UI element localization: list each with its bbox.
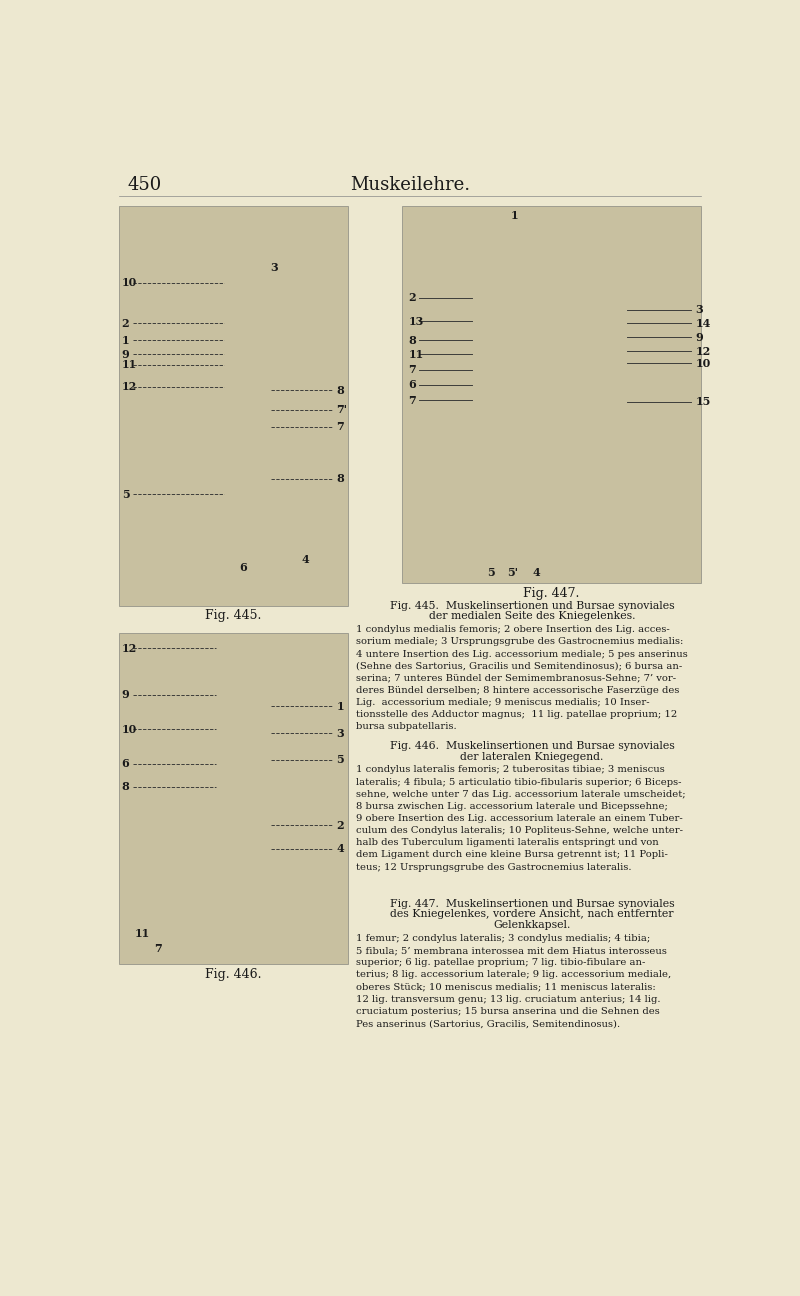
Text: 9: 9 bbox=[695, 332, 703, 342]
Text: 5: 5 bbox=[122, 489, 130, 500]
Text: 6: 6 bbox=[122, 758, 130, 770]
FancyBboxPatch shape bbox=[402, 206, 701, 583]
Text: 7: 7 bbox=[154, 943, 162, 954]
Text: Muskeilehre.: Muskeilehre. bbox=[350, 176, 470, 194]
Text: 3: 3 bbox=[270, 262, 278, 272]
Text: 10: 10 bbox=[122, 723, 137, 735]
Text: 7: 7 bbox=[409, 395, 416, 406]
Text: 450: 450 bbox=[127, 176, 162, 194]
Text: 12: 12 bbox=[695, 346, 710, 356]
Text: 1 femur; 2 condylus lateralis; 3 condylus medialis; 4 tibia;
5 fibula; 5’ membra: 1 femur; 2 condylus lateralis; 3 condylu… bbox=[356, 934, 671, 1028]
Text: Gelenkkapsel.: Gelenkkapsel. bbox=[494, 920, 570, 931]
Text: 10: 10 bbox=[695, 358, 710, 369]
Text: 2: 2 bbox=[122, 318, 130, 329]
FancyBboxPatch shape bbox=[119, 632, 348, 964]
Text: 4: 4 bbox=[533, 568, 540, 578]
Text: 12: 12 bbox=[122, 381, 137, 391]
Text: der lateralen Kniegegend.: der lateralen Kniegegend. bbox=[460, 752, 604, 762]
Text: 11: 11 bbox=[135, 928, 150, 938]
Text: 1: 1 bbox=[122, 334, 130, 346]
Text: 9: 9 bbox=[122, 349, 130, 360]
Text: 5: 5 bbox=[487, 568, 495, 578]
Text: 13: 13 bbox=[409, 315, 424, 327]
Text: 2: 2 bbox=[409, 293, 416, 303]
Text: 1: 1 bbox=[511, 210, 518, 222]
Text: 5: 5 bbox=[336, 754, 344, 766]
Text: 8: 8 bbox=[336, 385, 344, 395]
Text: Fig. 447.  Muskelinsertionen und Bursae synoviales: Fig. 447. Muskelinsertionen und Bursae s… bbox=[390, 898, 674, 908]
Text: des Kniegelenkes, vordere Ansicht, nach entfernter: des Kniegelenkes, vordere Ansicht, nach … bbox=[390, 910, 674, 919]
Text: 15: 15 bbox=[695, 397, 710, 407]
Text: 1: 1 bbox=[336, 701, 344, 712]
Text: 3: 3 bbox=[336, 727, 344, 739]
Text: 5': 5' bbox=[507, 568, 518, 578]
Text: 9: 9 bbox=[122, 689, 130, 700]
Text: 14: 14 bbox=[695, 318, 710, 329]
FancyBboxPatch shape bbox=[119, 206, 348, 607]
Text: 10: 10 bbox=[122, 277, 137, 288]
Text: 8: 8 bbox=[409, 334, 416, 346]
Text: 12: 12 bbox=[122, 643, 137, 653]
Text: 4: 4 bbox=[302, 555, 310, 565]
Text: 4: 4 bbox=[336, 842, 344, 854]
Text: 7: 7 bbox=[336, 421, 344, 432]
Text: Fig. 445.: Fig. 445. bbox=[205, 609, 262, 622]
Text: 2: 2 bbox=[336, 820, 344, 831]
Text: 7': 7' bbox=[336, 404, 347, 415]
Text: 6: 6 bbox=[239, 562, 247, 573]
Text: 11: 11 bbox=[122, 359, 137, 371]
Text: Fig. 445.  Muskelinsertionen und Bursae synoviales: Fig. 445. Muskelinsertionen und Bursae s… bbox=[390, 600, 674, 610]
Text: 1 condylus lateralis femoris; 2 tuberositas tibiae; 3 meniscus
lateralis; 4 fibu: 1 condylus lateralis femoris; 2 tuberosi… bbox=[356, 766, 686, 872]
Text: Fig. 446.  Muskelinsertionen und Bursae synoviales: Fig. 446. Muskelinsertionen und Bursae s… bbox=[390, 741, 674, 750]
Text: 11: 11 bbox=[409, 349, 424, 360]
Text: 3: 3 bbox=[695, 305, 703, 315]
Text: der medialen Seite des Kniegelenkes.: der medialen Seite des Kniegelenkes. bbox=[429, 612, 635, 621]
Text: 8: 8 bbox=[336, 473, 344, 485]
Text: 7: 7 bbox=[409, 364, 416, 375]
Text: 8: 8 bbox=[122, 781, 130, 792]
Text: Fig. 446.: Fig. 446. bbox=[205, 968, 262, 981]
Text: Fig. 447.: Fig. 447. bbox=[523, 587, 579, 600]
Text: 6: 6 bbox=[409, 380, 416, 390]
Text: 1 condylus medialis femoris; 2 obere Insertion des Lig. acces-
sorium mediale; 3: 1 condylus medialis femoris; 2 obere Ins… bbox=[356, 625, 687, 731]
